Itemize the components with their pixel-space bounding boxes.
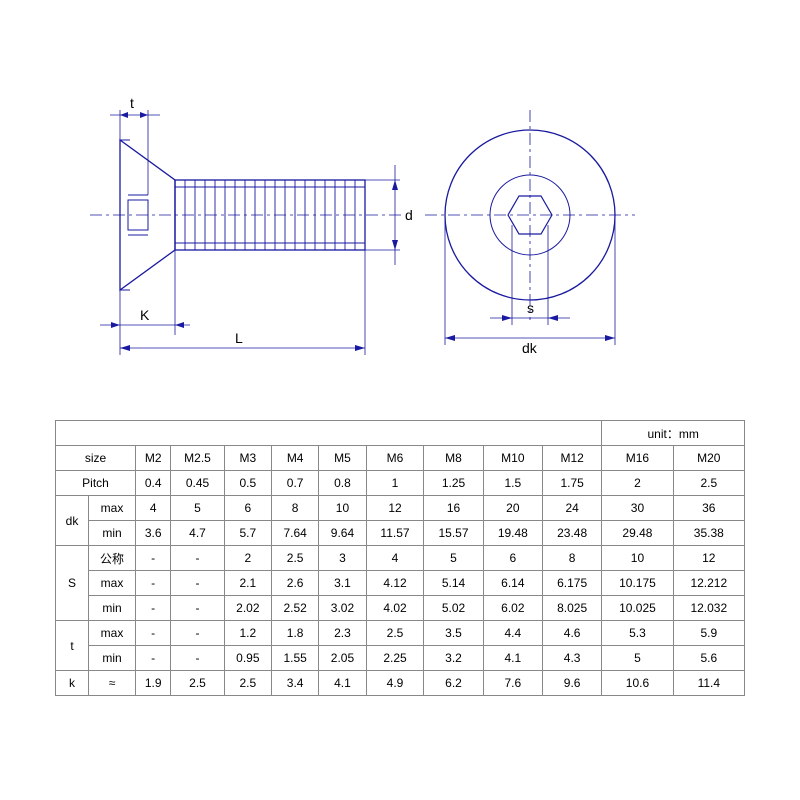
label-dk: dk [522,340,538,356]
dk-max-row: dk max 456 81012 162024 3036 [56,496,745,521]
label-t: t [130,95,134,111]
unit-row: unit：mm [56,421,745,446]
side-view: t d K L [90,95,413,355]
t-min-row: min --0.95 1.552.052.25 3.24.14.3 55.6 [56,646,745,671]
S-max-row: max --2.1 2.63.14.12 5.146.146.175 10.17… [56,571,745,596]
label-s: s [527,300,534,316]
S-nom-row: S 公称 --2 2.534 568 1012 [56,546,745,571]
t-max-row: t max --1.2 1.82.32.5 3.54.44.6 5.35.9 [56,621,745,646]
top-view: s dk [425,110,635,356]
label-d: d [405,207,413,223]
label-K: K [140,307,150,323]
label-L: L [235,330,243,346]
S-min-row: min --2.02 2.523.024.02 5.026.028.025 10… [56,596,745,621]
unit-label: unit：mm [602,421,745,446]
screw-diagram: t d K L [60,90,740,370]
dk-min-row: min 3.64.75.7 7.649.6411.57 15.5719.4823… [56,521,745,546]
size-row: size M2M2.5M3 M4M5M6 M8M10M12 M16M20 [56,446,745,471]
k-row: k ≈ 1.92.52.5 3.44.14.9 6.27.69.6 10.611… [56,671,745,696]
pitch-row: Pitch 0.40.450.5 0.70.81 1.251.51.75 22.… [56,471,745,496]
spec-table: unit：mm size M2M2.5M3 M4M5M6 M8M10M12 M1… [55,420,745,696]
